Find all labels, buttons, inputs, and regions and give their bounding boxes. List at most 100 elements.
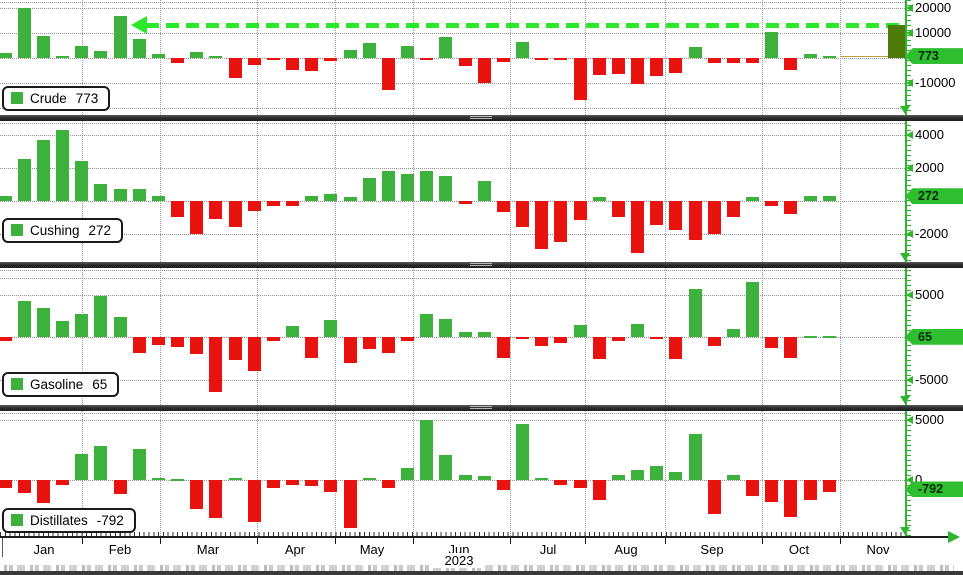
legend-label: Crude [30, 91, 67, 106]
legend-value: 65 [92, 377, 108, 392]
x-axis-month-label: Nov [866, 542, 890, 557]
bar-draw [669, 337, 683, 360]
y-gridline [0, 379, 905, 381]
bar-draw [496, 57, 510, 62]
bar-build [36, 139, 50, 201]
month-gridline [257, 411, 258, 536]
month-gridline [840, 121, 841, 262]
bar-draw [631, 57, 645, 85]
bar-draw [554, 337, 568, 344]
legend-cushing[interactable]: Cushing 272 [2, 218, 124, 243]
separator-grip-icon[interactable] [470, 406, 492, 410]
bar-draw [247, 337, 261, 372]
bar-build [458, 332, 472, 338]
bar-build [688, 434, 702, 480]
bar-build [803, 53, 817, 58]
bar-draw [286, 479, 300, 485]
bar-draw [592, 57, 606, 75]
bar-build [113, 15, 127, 58]
bar-draw [151, 337, 165, 345]
bar-draw [420, 57, 434, 60]
bar-build [726, 328, 740, 338]
bar-build [822, 195, 836, 201]
bar-draw [266, 200, 280, 206]
bar-build [822, 336, 836, 339]
panel-separator[interactable] [0, 115, 963, 121]
x-axis-month-tick [762, 536, 763, 544]
bar-draw [707, 57, 721, 64]
x-axis-month-tick [335, 536, 336, 544]
y-gridline [0, 57, 905, 59]
panel-separator[interactable] [0, 405, 963, 411]
y-axis-line [905, 0, 907, 536]
bar-build [113, 316, 127, 338]
separator-grip-icon[interactable] [470, 116, 492, 120]
bar-build [94, 446, 108, 480]
bar-build [477, 332, 491, 338]
bar-build [17, 8, 31, 58]
bar-draw [305, 479, 319, 486]
bar-build [458, 475, 472, 480]
y-axis-tick-label: 0 [915, 471, 923, 487]
bar-draw [324, 57, 338, 62]
legend-label: Distillates [30, 513, 88, 528]
bar-draw [458, 200, 472, 204]
panel-separator[interactable] [0, 262, 963, 268]
x-axis-month-tick [840, 536, 841, 544]
y-gridline [0, 337, 905, 339]
bar-draw [746, 57, 760, 63]
bar-build [36, 36, 50, 58]
separator-grip-icon[interactable] [470, 263, 492, 267]
bar-draw [0, 337, 12, 341]
x-axis-month-label: Apr [284, 542, 306, 557]
bar-draw [535, 337, 549, 346]
bar-draw [516, 337, 530, 340]
bar-build [611, 475, 625, 480]
bar-build [803, 195, 817, 201]
last-value-badge: 65 [905, 328, 963, 345]
bar-draw [381, 479, 395, 489]
last-value-badge: 272 [905, 188, 963, 205]
legend-gasoline[interactable]: Gasoline 65 [2, 372, 120, 397]
chart-panel-crude: 20000 10000 -10000 773 [0, 0, 963, 115]
month-gridline [510, 411, 511, 536]
legend-distillates[interactable]: Distillates -792 [2, 508, 136, 533]
y-axis-crude: 20000 10000 -10000 773 [900, 0, 963, 115]
bar-draw [458, 57, 472, 67]
bar-draw [554, 479, 568, 485]
month-gridline [510, 121, 511, 262]
x-axis-month-label: Feb [108, 542, 132, 557]
x-axis-month-label: Jan [33, 542, 55, 557]
y-gridline [0, 167, 905, 169]
bar-draw [592, 479, 606, 501]
x-axis-month-label: Jul [539, 542, 557, 557]
bar-draw [171, 200, 185, 218]
bar-draw [573, 479, 587, 489]
bar-build [362, 177, 376, 201]
bar-draw [573, 57, 587, 101]
bar-draw [611, 200, 625, 218]
y-axis-tick-label: 4000 [915, 126, 944, 142]
bar-draw [535, 57, 549, 60]
bar-build [516, 42, 530, 58]
bar-build [36, 308, 50, 338]
bar-draw [247, 200, 261, 211]
bar-draw [650, 57, 664, 77]
legend-crude[interactable]: Crude 773 [2, 86, 111, 111]
x-axis-month-label: Aug [614, 542, 638, 557]
bar-build [75, 453, 89, 480]
bar-build [362, 477, 376, 480]
bar-draw [516, 200, 530, 228]
bar-draw [822, 479, 836, 492]
x-axis-month-tick [413, 536, 414, 544]
chart-panel-cushing: 4000 2000 -2000 272 [0, 121, 963, 262]
legend-swatch-icon [11, 378, 23, 390]
bar-draw [669, 57, 683, 74]
month-gridline [840, 0, 841, 115]
bar-draw [631, 200, 645, 254]
bar-draw [190, 479, 204, 509]
bar-draw [113, 479, 127, 495]
bar-draw [171, 337, 185, 347]
bar-build [171, 478, 185, 481]
x-axis-month-tick [585, 536, 586, 544]
